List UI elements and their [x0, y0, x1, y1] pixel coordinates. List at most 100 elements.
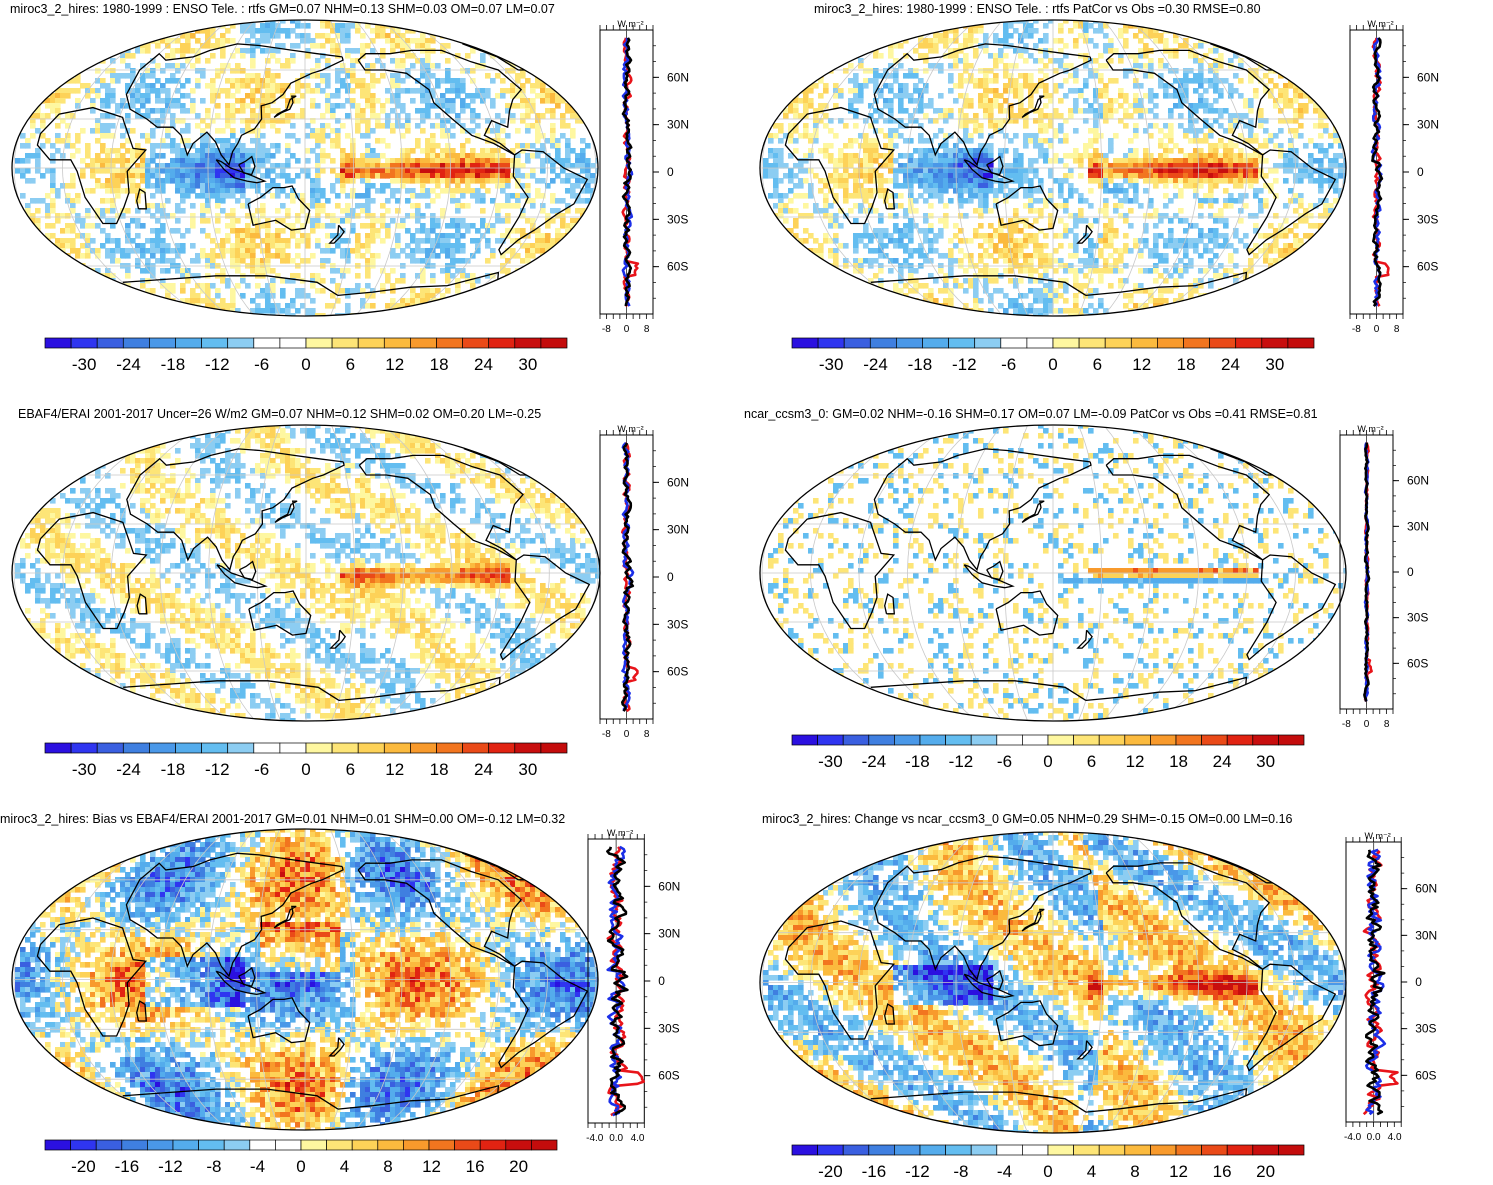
zonal-tick-label: -4.0: [1344, 1132, 1362, 1143]
colorbar-box: [202, 338, 228, 348]
lat-label: 30N: [667, 118, 689, 132]
colorbar-box: [97, 338, 123, 348]
colorbar-label: -16: [115, 1157, 140, 1176]
colorbar-label: 16: [466, 1157, 485, 1176]
colorbar-box: [199, 1140, 225, 1150]
colorbar-label: 0: [1048, 355, 1057, 374]
zonal-tick-label: -4.0: [586, 1133, 604, 1144]
colorbar-box: [306, 338, 332, 348]
colorbar-label: -20: [71, 1157, 96, 1176]
colorbar-box: [971, 1145, 997, 1155]
lat-label: 60S: [1407, 656, 1428, 670]
lat-label: 60N: [658, 879, 680, 893]
colorbar-box: [332, 743, 358, 753]
map-panel: [758, 830, 1348, 1135]
colorbar-label: -18: [161, 355, 186, 374]
map-mr: [758, 423, 1348, 723]
map-bl: [10, 827, 600, 1132]
panel-title: miroc3_2_hires: 1980-1999 : ENSO Tele. :…: [10, 2, 555, 16]
colorbar-box: [254, 338, 280, 348]
colorbar-label: 12: [385, 355, 404, 374]
colorbar-box: [403, 1140, 429, 1150]
colorbar-box: [280, 743, 306, 753]
colorbar-box: [923, 338, 949, 348]
colorbar-box: [1027, 338, 1053, 348]
colorbar-label: -12: [905, 1162, 930, 1181]
colorbar-label: 24: [1213, 752, 1232, 771]
colorbar-label: -12: [952, 355, 977, 374]
colorbar-box: [818, 735, 844, 745]
colorbar-box: [1022, 1145, 1048, 1155]
colorbar-box: [332, 338, 358, 348]
colorbar-box: [818, 1145, 844, 1155]
colorbar-box: [818, 338, 844, 348]
zonal-tick-label: 0: [624, 729, 630, 740]
colorbar-box: [1048, 1145, 1074, 1155]
colorbar-label: -6: [1001, 355, 1016, 374]
colorbar-label: 6: [1093, 355, 1102, 374]
colorbar-label: 24: [474, 760, 493, 779]
colorbar-box: [228, 743, 254, 753]
colorbar-box: [1053, 338, 1079, 348]
colorbar-box: [869, 735, 895, 745]
lat-label: 0: [667, 570, 674, 584]
colorbar-box: [71, 1140, 97, 1150]
lat-label: 30N: [1407, 519, 1429, 533]
colorbar-box: [515, 338, 541, 348]
colorbar-box: [455, 1140, 481, 1150]
colorbar-box: [45, 1140, 71, 1150]
colorbar-box: [844, 338, 870, 348]
colorbar-box: [971, 735, 997, 745]
map-br: [758, 830, 1348, 1135]
colorbar-box: [280, 338, 306, 348]
lat-label: 30N: [1417, 118, 1439, 132]
colorbar-box: [541, 743, 567, 753]
colorbar-label: 12: [1126, 752, 1145, 771]
map-panel: [758, 423, 1348, 723]
colorbar-label: -24: [862, 752, 887, 771]
colorbar-box: [97, 743, 123, 753]
colorbar-box: [1105, 338, 1131, 348]
colorbar-box: [1074, 1145, 1100, 1155]
colorbar-label: 0: [296, 1157, 305, 1176]
lat-label: 30N: [1415, 928, 1437, 942]
colorbar-box: [1074, 735, 1100, 745]
zonal-line-obs: [1364, 850, 1398, 1114]
lat-label: 60N: [667, 70, 689, 84]
panel-title: miroc3_2_hires: 1980-1999 : ENSO Tele. :…: [814, 2, 1261, 16]
map-panel: [10, 827, 600, 1132]
colorbar-box: [1150, 735, 1176, 745]
panel-title: ncar_ccsm3_0: GM=0.02 NHM=-0.16 SHM=0.17…: [744, 407, 1318, 421]
colorbar-box: [45, 743, 71, 753]
colorbar-label: -12: [158, 1157, 183, 1176]
colorbar-box: [123, 338, 149, 348]
colorbar-label: 6: [346, 760, 355, 779]
colorbar-box: [147, 1140, 173, 1150]
colorbar-box: [202, 743, 228, 753]
colorbar-box: [1048, 735, 1074, 745]
panel-title: miroc3_2_hires: Bias vs EBAF4/ERAI 2001-…: [0, 812, 565, 826]
lat-label: 60S: [667, 665, 688, 679]
map-panel: [10, 18, 600, 318]
zonal-tick-label: 8: [644, 729, 650, 740]
lat-label: 0: [1415, 975, 1422, 989]
lat-label: 30S: [1415, 1022, 1436, 1036]
colorbar-label: 0: [1043, 752, 1052, 771]
colorbar-label: 20: [509, 1157, 528, 1176]
colorbar-box: [920, 735, 946, 745]
colorbar-box: [1079, 338, 1105, 348]
colorbar-box: [506, 1140, 532, 1150]
colorbar-label: -8: [953, 1162, 968, 1181]
map-panel: [758, 18, 1348, 318]
colorbar-label: 18: [430, 355, 449, 374]
